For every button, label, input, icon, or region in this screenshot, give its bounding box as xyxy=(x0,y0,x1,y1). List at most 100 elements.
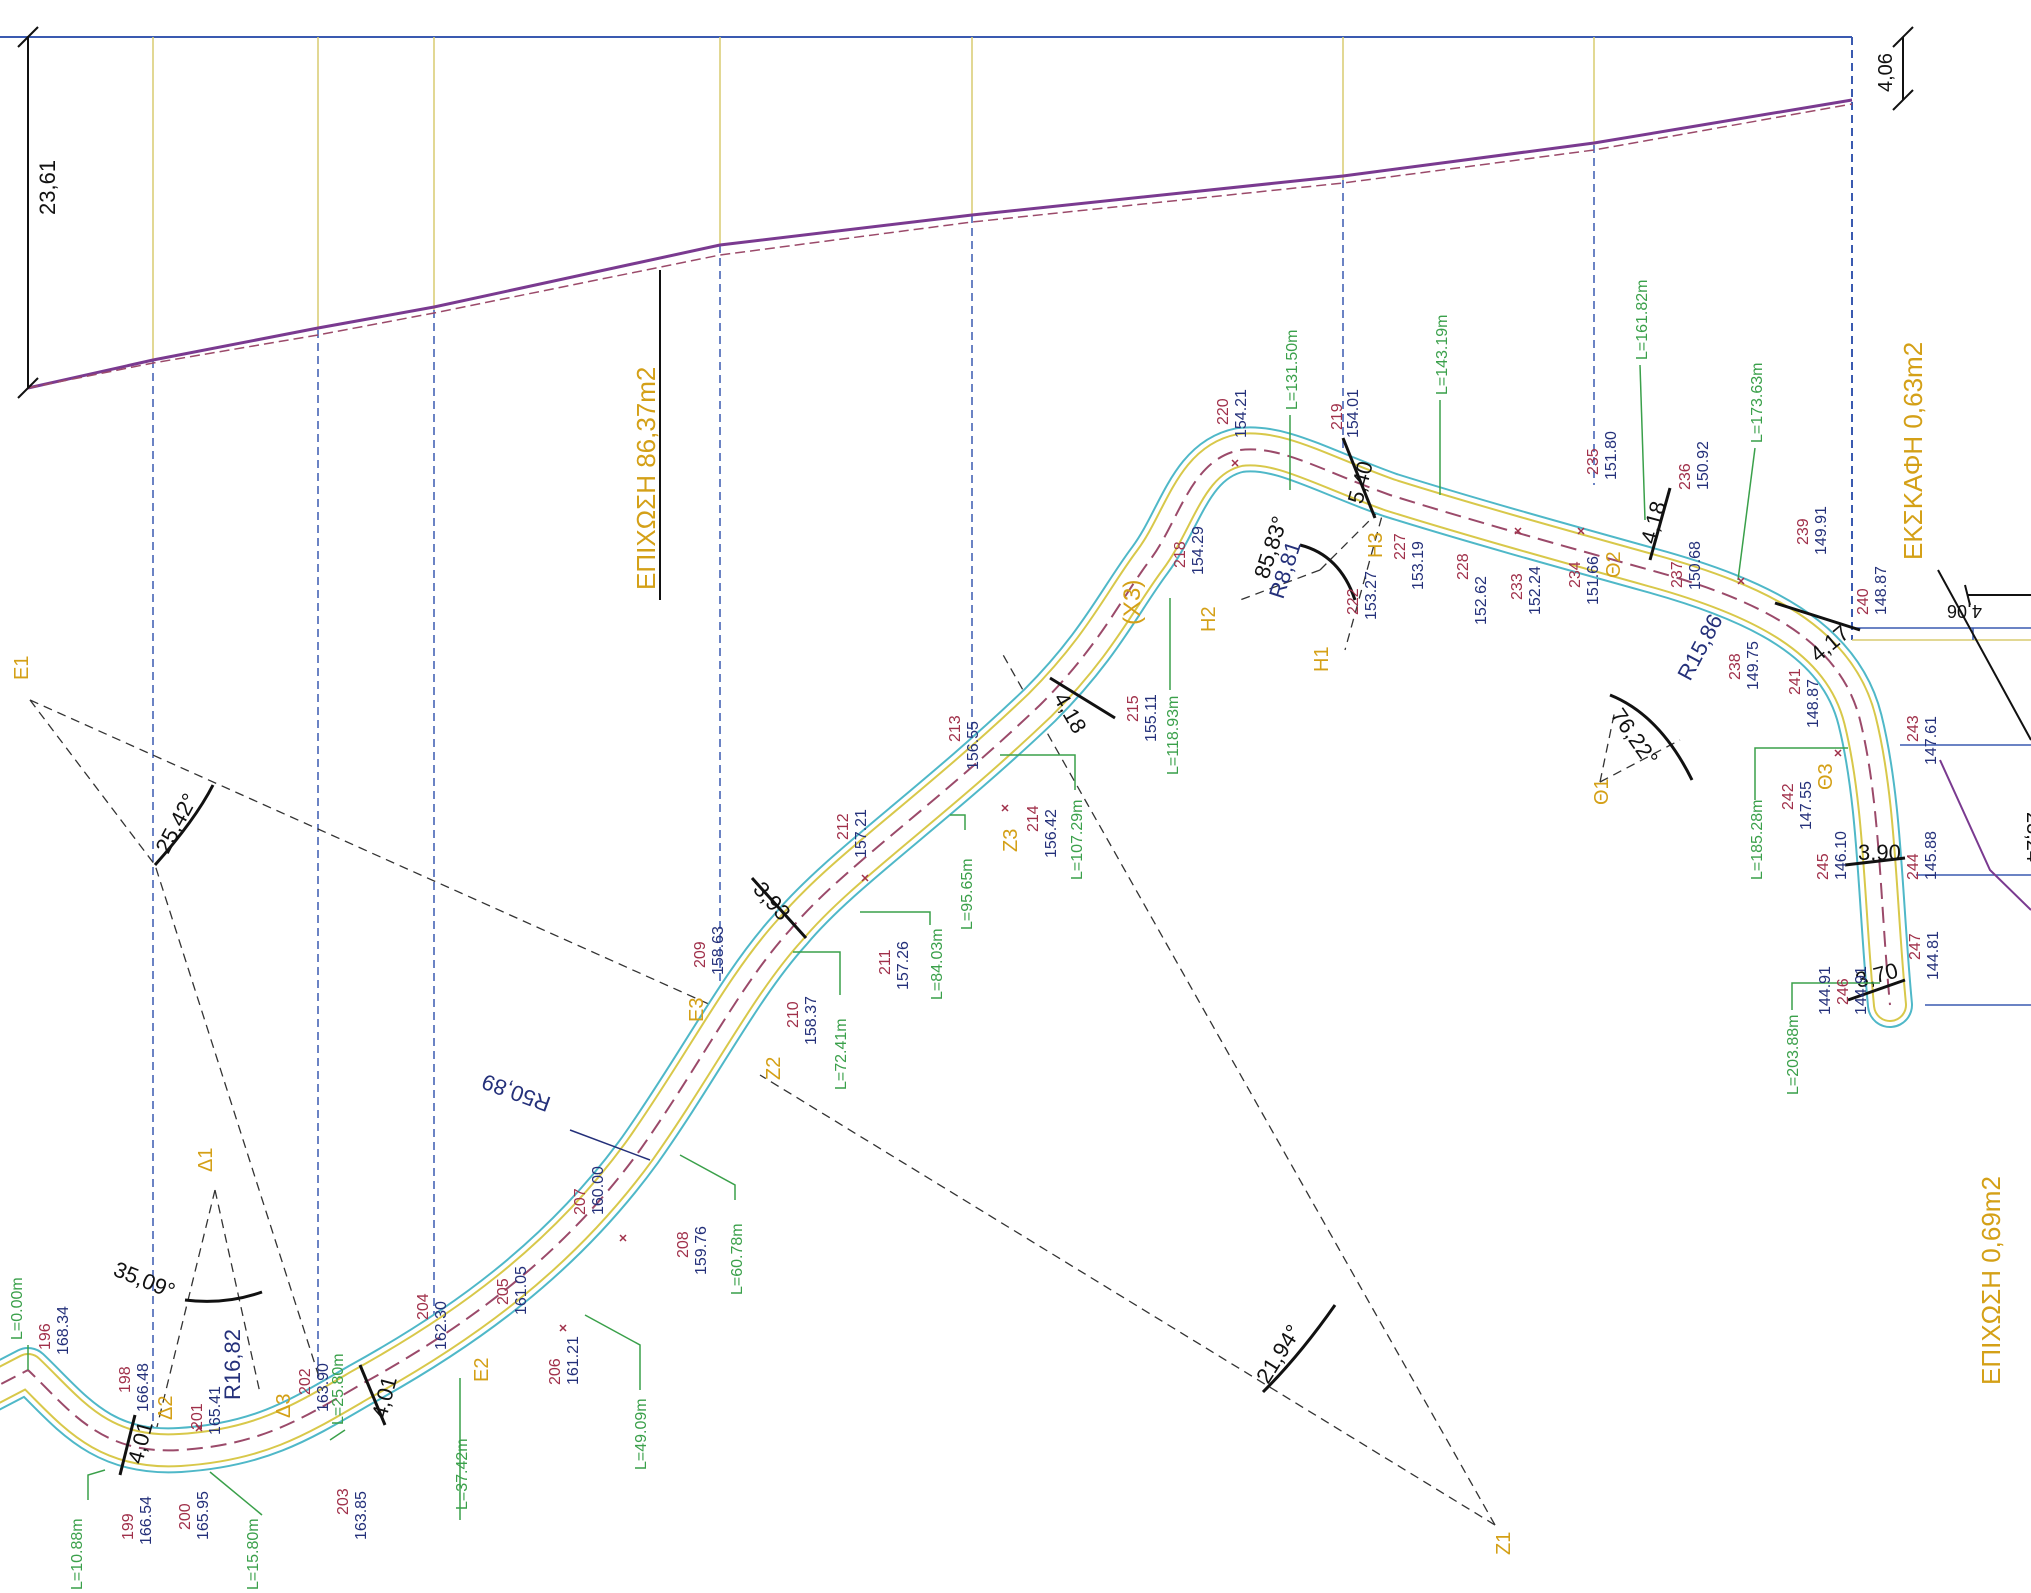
point-247: 247 144.81 xyxy=(1907,931,1942,980)
svg-text:242: 242 xyxy=(1780,783,1797,810)
road-centerline xyxy=(0,448,1891,1452)
svg-text:165.41: 165.41 xyxy=(207,1386,224,1435)
point-215: 215 155.11 xyxy=(1125,694,1160,742)
profile-ground-line xyxy=(27,103,1853,389)
svg-text:144.91: 144.91 xyxy=(1817,966,1834,1015)
point-203: 203 163.85 xyxy=(335,1488,370,1540)
svg-text:161.21: 161.21 xyxy=(565,1336,582,1385)
point-245: 245 146.10 xyxy=(1815,831,1850,880)
left-height-dimension xyxy=(17,26,39,399)
point-211: 211 157.26 xyxy=(877,941,912,990)
svg-text:148.87: 148.87 xyxy=(1805,679,1822,728)
svg-text:145.88: 145.88 xyxy=(1923,831,1940,880)
svg-text:239: 239 xyxy=(1795,518,1812,545)
point-239: 239 149.91 xyxy=(1795,506,1830,555)
right-small-dimension xyxy=(1964,584,2031,606)
station-16: L=185.28m xyxy=(1749,799,1766,880)
svg-text:146.10: 146.10 xyxy=(1833,831,1850,880)
station-15: L=173.63m xyxy=(1749,362,1766,443)
curve-point-Th3: Θ3 xyxy=(1815,763,1837,790)
station-11: L=118.93m xyxy=(1165,696,1182,775)
station-13: L=143.19m xyxy=(1434,314,1451,395)
svg-text:237: 237 xyxy=(1669,561,1686,588)
svg-text:153.19: 153.19 xyxy=(1410,541,1427,590)
svg-text:203: 203 xyxy=(335,1488,352,1515)
svg-text:235: 235 xyxy=(1585,448,1602,475)
curve-point-Z1: Z1 xyxy=(1493,1532,1515,1555)
svg-text:155.11: 155.11 xyxy=(1143,694,1160,742)
point-196: 196 168.34 xyxy=(37,1306,72,1355)
point-209: 209 158.63 xyxy=(692,926,727,975)
svg-text:210: 210 xyxy=(785,1001,802,1028)
profile-line xyxy=(27,98,1853,390)
svg-text:154.29: 154.29 xyxy=(1190,526,1207,575)
svg-text:148.87: 148.87 xyxy=(1873,566,1890,615)
svg-text:144.91: 144.91 xyxy=(1853,966,1870,1015)
svg-text:236: 236 xyxy=(1677,463,1694,490)
svg-text:149.91: 149.91 xyxy=(1813,506,1830,555)
station-12: L=131.50m xyxy=(1284,329,1301,410)
cut-area-label: ΕΚΣΚΑΦΗ 0,63m2 xyxy=(1898,342,1928,560)
svg-text:196: 196 xyxy=(37,1323,54,1350)
svg-text:166.48: 166.48 xyxy=(135,1363,152,1412)
station-17: L=203.88m xyxy=(1785,1014,1802,1095)
width-label-8: 3,90 xyxy=(1858,840,1901,865)
curve-point-E1: E1 xyxy=(11,656,33,680)
blue-guide-lines xyxy=(152,145,1595,1435)
station-3: L=25.80m xyxy=(330,1353,347,1425)
point-213: 213 156.55 xyxy=(947,715,982,770)
cut-area-leader xyxy=(1937,569,2031,741)
point-200: 200 165.95 xyxy=(177,1491,212,1540)
svg-text:213: 213 xyxy=(947,715,964,742)
svg-text:156.42: 156.42 xyxy=(1043,809,1060,858)
station-texts: L=0.00m L=10.88m L=15.80m L=25.80m L=37.… xyxy=(9,279,1802,1590)
svg-text:211: 211 xyxy=(877,949,894,975)
point-234: 234 151.66 xyxy=(1567,556,1602,605)
station-4: L=37.42m xyxy=(454,1438,471,1510)
svg-text:150.68: 150.68 xyxy=(1687,541,1704,590)
svg-text:163.85: 163.85 xyxy=(353,1491,370,1540)
svg-text:163.90: 163.90 xyxy=(315,1363,332,1412)
station-8: L=84.03m xyxy=(929,928,946,1000)
point-201: 201 165.41 xyxy=(189,1386,224,1435)
point-214: 214 156.42 xyxy=(1025,805,1060,858)
point-233: 233 152.24 xyxy=(1509,566,1544,615)
svg-text:218: 218 xyxy=(1172,541,1189,568)
svg-text:238: 238 xyxy=(1727,653,1744,680)
svg-text:244: 244 xyxy=(1905,853,1922,880)
point-242: 242 147.55 xyxy=(1780,781,1815,830)
point-220: 220 154.21 xyxy=(1215,389,1250,438)
point-243: 243 147.61 xyxy=(1905,715,1940,765)
svg-text:247: 247 xyxy=(1907,933,1924,960)
station-2: L=15.80m xyxy=(245,1518,262,1590)
right-horizontal-guides xyxy=(1852,627,2031,1006)
svg-text:147.61: 147.61 xyxy=(1923,716,1940,765)
point-222: 222 153.27 xyxy=(1345,571,1380,620)
svg-text:165.95: 165.95 xyxy=(195,1491,212,1540)
curve-point-E3: E3 xyxy=(686,998,708,1022)
svg-text:160.00: 160.00 xyxy=(590,1166,607,1215)
point-212: 212 157.21 xyxy=(835,809,870,858)
point-238: 238 149.75 xyxy=(1727,641,1762,690)
svg-text:154.21: 154.21 xyxy=(1233,389,1250,438)
svg-text:199: 199 xyxy=(120,1513,137,1540)
svg-text:156.55: 156.55 xyxy=(965,721,982,770)
curve-point-D1: Δ1 xyxy=(195,1148,217,1172)
point-208: 208 159.76 xyxy=(675,1226,710,1275)
svg-text:206: 206 xyxy=(547,1358,564,1385)
svg-text:151.66: 151.66 xyxy=(1585,556,1602,605)
curve-point-Th1: Θ1 xyxy=(1591,778,1613,805)
svg-text:243: 243 xyxy=(1905,715,1922,742)
point-210: 210 158.37 xyxy=(785,996,820,1045)
point-204: 204 162.30 xyxy=(415,1293,450,1350)
svg-text:157.26: 157.26 xyxy=(895,941,912,990)
point-205: 205 161.05 xyxy=(495,1266,530,1315)
point-198: 198 166.48 xyxy=(117,1363,152,1412)
road-alignment xyxy=(0,426,1913,1474)
svg-text:144.81: 144.81 xyxy=(1925,931,1942,980)
svg-text:201: 201 xyxy=(189,1403,206,1430)
fill-area-label: ΕΠΙΧΩΣΗ 86,37m2 xyxy=(631,367,661,590)
svg-text:234: 234 xyxy=(1567,561,1584,588)
svg-text:168.34: 168.34 xyxy=(55,1306,72,1355)
svg-text:246: 246 xyxy=(1835,978,1852,1005)
